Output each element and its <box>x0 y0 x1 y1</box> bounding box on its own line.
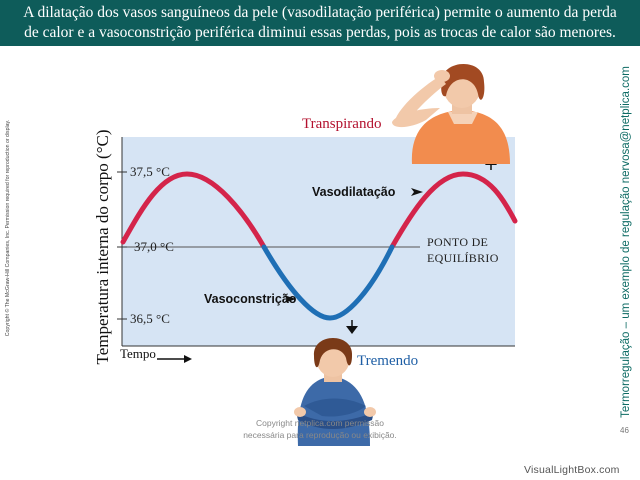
sweating-label: Transpirando <box>302 116 381 132</box>
equilibrium-label-line-2: EQUILÍBRIO <box>427 251 499 265</box>
vasodilation-arrow-icon <box>411 188 423 196</box>
curve-cold-segment <box>261 244 395 321</box>
shivering-person-illustration <box>294 338 376 446</box>
tick-label-low: 36,5 °C <box>130 311 170 326</box>
sweating-person-illustration <box>392 63 510 164</box>
equilibrium-label-line-1: PONTO DE <box>427 235 488 249</box>
tick-label-mid: 37,0 °C <box>134 239 174 254</box>
shivering-label: Tremendo <box>357 353 418 369</box>
y-axis-label-text: Temperatura interna do corpo (°C) <box>93 129 112 365</box>
page-number: 46 <box>620 426 629 435</box>
vasodilation-label: Vasodilatação <box>312 185 396 199</box>
tick-label-high: 37,5 °C <box>130 164 170 179</box>
watermark: VisualLightBox.com <box>524 464 620 476</box>
vasoconstriction-arrow-icon <box>284 295 296 303</box>
footer-copyright: Copyright netplica.com permissão necessá… <box>230 417 410 441</box>
caption-line-2: de calor e a vasoconstrição periférica d… <box>24 24 616 41</box>
time-label: Tempo <box>120 346 156 361</box>
time-arrow-icon <box>184 355 192 363</box>
curve-warm-segment-1 <box>120 171 267 250</box>
arrow-down-icon <box>346 326 358 334</box>
caption-line-1: A dilatação dos vasos sanguíneos da pele… <box>23 4 617 21</box>
footer-copyright-line-1: Copyright netplica.com permissão <box>255 418 385 428</box>
footer-copyright-line-2: necessária para reprodução ou exibição. <box>243 430 397 440</box>
caption-banner: A dilatação dos vasos sanguíneos da pele… <box>0 0 640 46</box>
vasoconstriction-label: Vasoconstrição <box>204 292 297 306</box>
curve-warm-segment-2 <box>389 171 518 250</box>
